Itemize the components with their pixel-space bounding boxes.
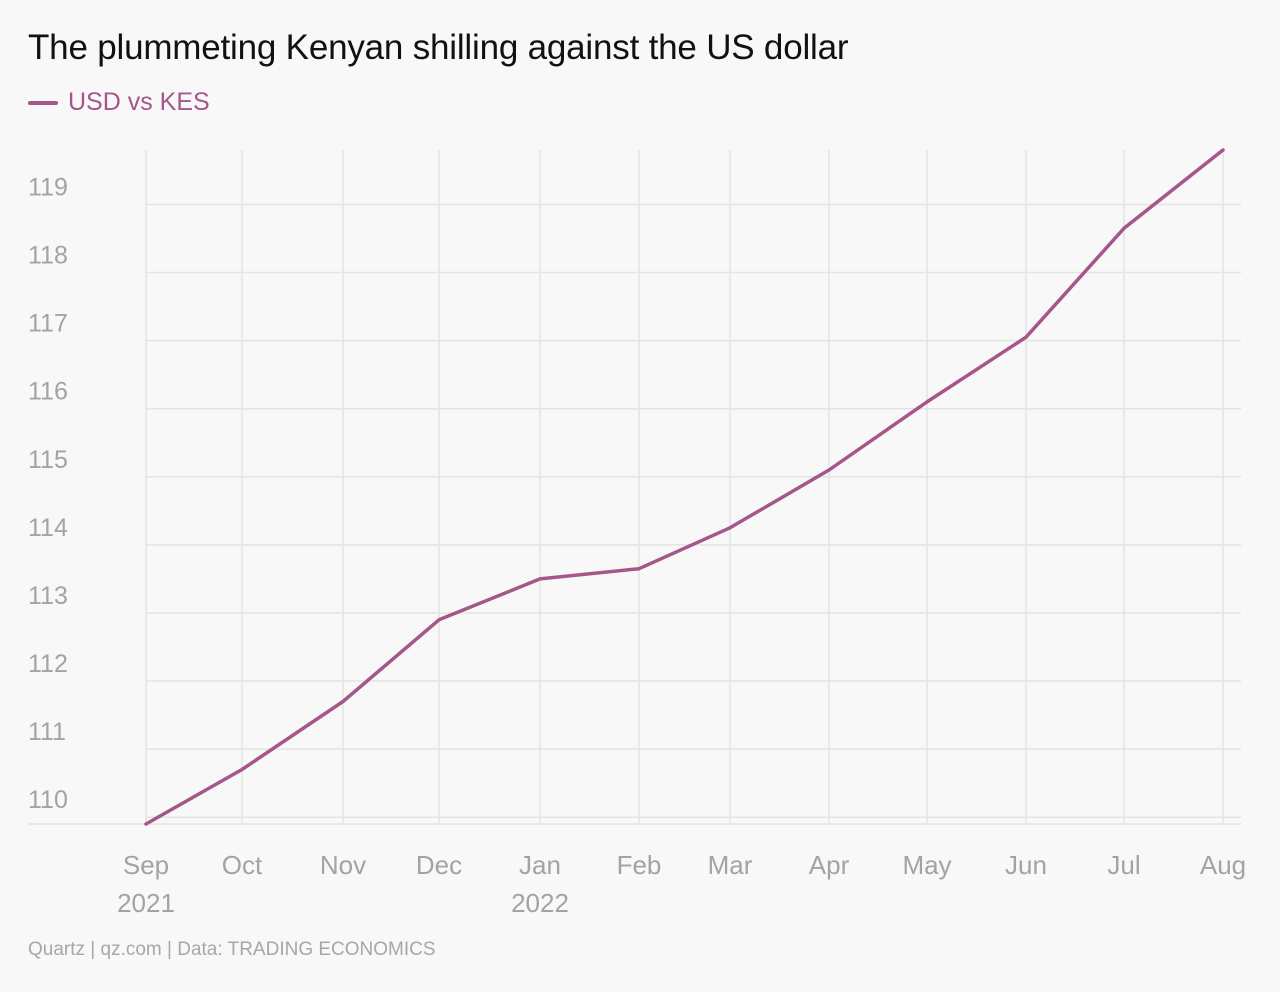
data-point (1122, 226, 1126, 230)
x-tick-label: Sep (123, 850, 169, 880)
y-tick-label: 116 (28, 378, 68, 406)
y-tick-label: 112 (28, 650, 68, 678)
x-tick-label: Jan (519, 850, 561, 880)
data-point (341, 700, 345, 704)
legend: USD vs KES (28, 88, 210, 117)
chart-title: The plummeting Kenyan shilling against t… (28, 28, 849, 67)
series-layer (144, 148, 1225, 826)
y-axis-ticks: 110 111 112 113 114 115 116 117 118 119 (28, 173, 68, 814)
y-tick-label: 115 (28, 446, 68, 474)
data-point (1024, 335, 1028, 339)
y-tick-label: 118 (28, 242, 68, 270)
horizontal-gridlines (28, 203, 1241, 825)
line-chart: 110 111 112 113 114 115 116 117 118 119 Sep 2021 Oc… (28, 148, 1246, 918)
x-tick-label: Apr (809, 850, 850, 880)
legend-label: USD vs KES (68, 88, 210, 116)
x-tick-label: Dec (416, 850, 462, 880)
data-point (538, 577, 542, 581)
x-tick-label: May (902, 850, 951, 880)
x-tick-label: Oct (222, 850, 263, 880)
data-point (144, 822, 148, 826)
series-line-usd-vs-kes (144, 148, 1225, 826)
y-tick-label: 114 (28, 514, 68, 542)
data-point (637, 567, 641, 571)
y-tick-label: 119 (28, 173, 68, 201)
y-tick-label: 110 (28, 786, 68, 814)
x-tick-year-label: 2022 (511, 888, 569, 918)
data-point (1221, 148, 1225, 152)
x-tick-label: Aug (1200, 850, 1246, 880)
data-point (728, 526, 732, 530)
x-tick-label: Nov (320, 850, 366, 880)
data-point (437, 618, 441, 622)
y-tick-label: 113 (28, 582, 68, 610)
data-point (827, 468, 831, 472)
x-tick-label: Feb (617, 850, 662, 880)
y-tick-label: 111 (28, 718, 66, 746)
legend-swatch (28, 100, 58, 105)
source-credit: Quartz | qz.com | Data: TRADING ECONOMIC… (28, 939, 436, 960)
x-tick-label: Jun (1005, 850, 1047, 880)
x-tick-label: Mar (708, 850, 753, 880)
x-tick-year-label: 2021 (117, 888, 175, 918)
vertical-gridlines (145, 150, 1224, 824)
data-point (925, 400, 929, 404)
y-tick-label: 117 (28, 310, 68, 338)
x-tick-label: Jul (1107, 850, 1140, 880)
x-axis-ticks: Sep 2021 Oct Nov Dec Jan 2022 Feb Mar Apr May Jun Ju… (117, 850, 1246, 918)
data-point (240, 768, 244, 772)
